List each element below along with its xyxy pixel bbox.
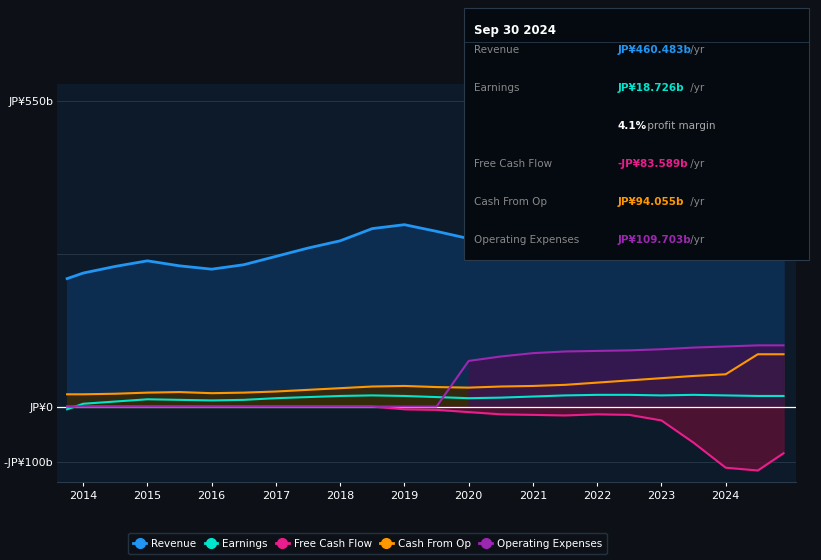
Text: Earnings: Earnings — [474, 83, 519, 93]
Text: profit margin: profit margin — [644, 121, 715, 131]
Text: 4.1%: 4.1% — [617, 121, 646, 131]
Text: /yr: /yr — [687, 235, 704, 245]
Text: /yr: /yr — [687, 159, 704, 169]
Text: /yr: /yr — [687, 83, 704, 93]
Text: Sep 30 2024: Sep 30 2024 — [474, 24, 556, 37]
Text: JP¥109.703b: JP¥109.703b — [617, 235, 691, 245]
Text: Revenue: Revenue — [474, 45, 519, 55]
Text: JP¥460.483b: JP¥460.483b — [617, 45, 691, 55]
Legend: Revenue, Earnings, Free Cash Flow, Cash From Op, Operating Expenses: Revenue, Earnings, Free Cash Flow, Cash … — [128, 533, 608, 554]
Text: JP¥94.055b: JP¥94.055b — [617, 197, 684, 207]
Text: Cash From Op: Cash From Op — [474, 197, 547, 207]
Text: -JP¥83.589b: -JP¥83.589b — [617, 159, 688, 169]
Text: /yr: /yr — [687, 197, 704, 207]
Text: /yr: /yr — [687, 45, 704, 55]
Text: Operating Expenses: Operating Expenses — [474, 235, 579, 245]
Text: JP¥18.726b: JP¥18.726b — [617, 83, 684, 93]
Text: Free Cash Flow: Free Cash Flow — [474, 159, 552, 169]
